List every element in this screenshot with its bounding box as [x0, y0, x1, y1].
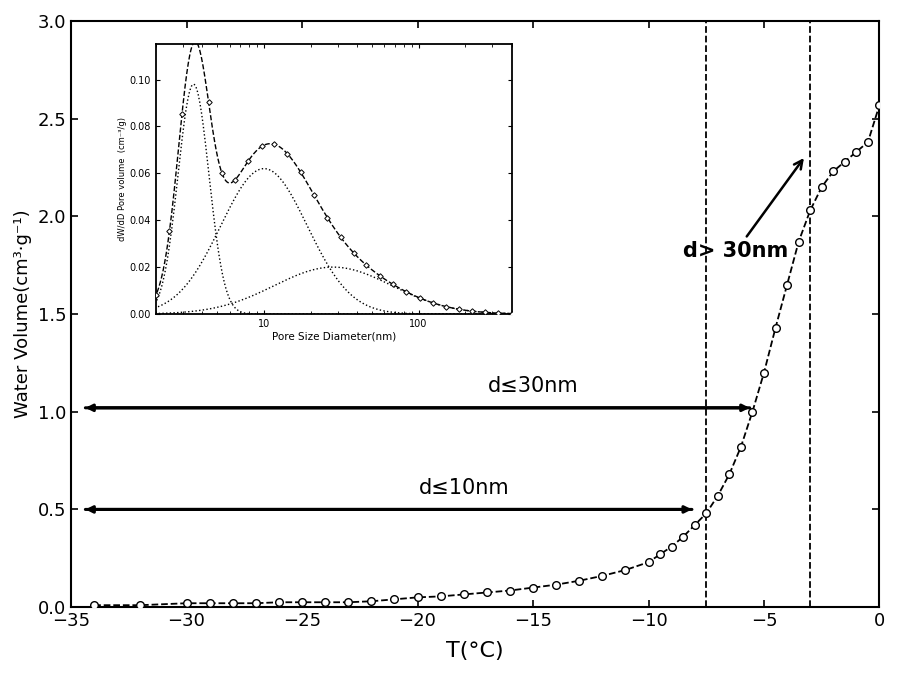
Text: d≤10nm: d≤10nm	[418, 478, 509, 497]
X-axis label: T(°C): T(°C)	[447, 641, 504, 661]
Text: d> 30nm: d> 30nm	[683, 160, 802, 261]
Y-axis label: Water Volume(cm³·g⁻¹): Water Volume(cm³·g⁻¹)	[13, 210, 31, 418]
Text: d≤30nm: d≤30nm	[487, 376, 578, 396]
